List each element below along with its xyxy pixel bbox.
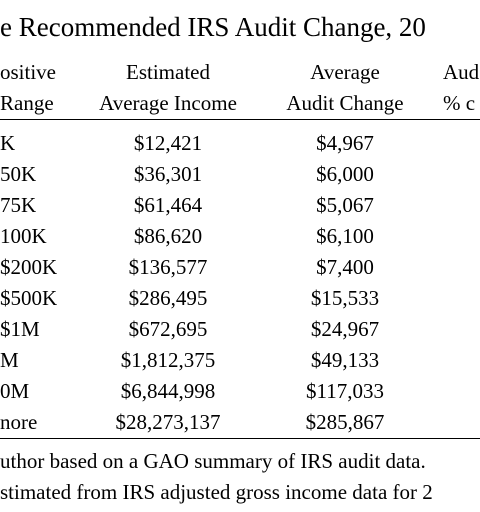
table-cell: $4,967 — [316, 131, 374, 155]
table-cell: 100K — [0, 224, 47, 248]
table-cell: $200K — [0, 255, 58, 279]
table-cell: 75K — [0, 193, 37, 217]
table-cell: nore — [0, 410, 38, 434]
header-cell: Range — [0, 91, 54, 115]
table-cell: $1,812,375 — [120, 348, 216, 372]
footer-rule — [0, 438, 480, 439]
header-cell: Estimated — [126, 60, 210, 84]
table-cell: $6,000 — [316, 162, 374, 186]
table-cell: $7,400 — [316, 255, 374, 279]
table-cell: $672,695 — [128, 317, 208, 341]
header-cell: Aud — [443, 60, 480, 84]
table-cell: $1M — [0, 317, 40, 341]
header-cell: Audit Change — [286, 91, 404, 115]
table-cell: $5,067 — [316, 193, 374, 217]
table-cell: $286,495 — [128, 286, 208, 310]
table-cell: 0M — [0, 379, 30, 403]
header-cell: Average — [310, 60, 380, 84]
table-cell: $6,844,998 — [120, 379, 216, 403]
table-cell: $28,273,137 — [115, 410, 221, 434]
header-cell: ositive — [0, 60, 56, 84]
header-cell: Average Income — [99, 91, 237, 115]
table-cell: $61,464 — [133, 193, 203, 217]
table-cell: M — [0, 348, 19, 372]
table-title: e Recommended IRS Audit Change, 20 — [0, 12, 426, 42]
table-cell: $6,100 — [316, 224, 374, 248]
table-cell: $117,033 — [306, 379, 384, 403]
header-cell: % c — [443, 91, 476, 115]
table-cell: $12,421 — [133, 131, 203, 155]
table-cell: $36,301 — [133, 162, 203, 186]
table-cell: $136,577 — [128, 255, 208, 279]
table-cell: $49,133 — [310, 348, 380, 372]
table-cell: $500K — [0, 286, 58, 310]
table-cell: $24,967 — [310, 317, 380, 341]
footnote: uthor based on a GAO summary of IRS audi… — [0, 449, 426, 473]
footnote: stimated from IRS adjusted gross income … — [0, 480, 433, 504]
header-rule — [0, 119, 480, 120]
table-cell: $15,533 — [310, 286, 380, 310]
table-cell: $86,620 — [133, 224, 203, 248]
table-cell: $285,867 — [305, 410, 385, 434]
table-cell: 50K — [0, 162, 37, 186]
table-cell: K — [0, 131, 16, 155]
